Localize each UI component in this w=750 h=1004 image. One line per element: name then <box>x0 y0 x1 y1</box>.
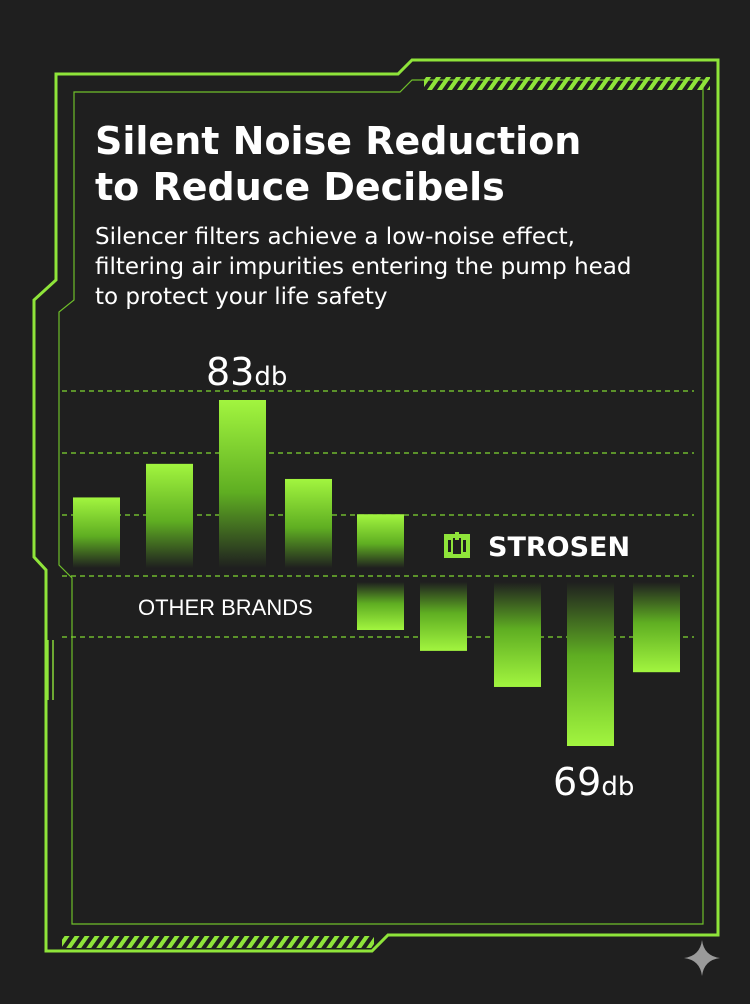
bar-other-brands-3 <box>219 400 266 568</box>
bar-other-brands-2 <box>146 463 193 568</box>
bar-strosen-5 <box>633 582 680 673</box>
page-title-line-1: Silent Noise Reduction <box>95 119 582 163</box>
bar-strosen-2 <box>420 582 467 651</box>
bar-other-brands-4 <box>285 478 332 568</box>
subtitle-line-3: to protect your life safety <box>95 284 388 310</box>
outer-frame <box>32 58 720 953</box>
other-brands-bars <box>73 400 404 568</box>
annotation-69-value: 69 <box>553 760 601 804</box>
legend-other-brands: OTHER BRANDS <box>138 595 313 620</box>
strosen-bars <box>357 582 680 746</box>
bar-strosen-1 <box>357 582 404 630</box>
hatch-strip-top <box>424 77 710 90</box>
annotation-69-unit: db <box>601 772 634 802</box>
bar-other-brands-5 <box>357 514 404 568</box>
page-title-line-2: to Reduce Decibels <box>95 165 505 209</box>
hatch-strip-bottom <box>62 936 374 948</box>
annotation-83-unit: db <box>254 362 287 392</box>
bar-other-brands-1 <box>73 497 120 568</box>
subtitle-line-1: Silencer filters achieve a low-noise eff… <box>95 224 575 250</box>
sparkle-icon <box>684 940 720 976</box>
strosen-logo-icon <box>444 532 470 558</box>
annotation-83db: 83db <box>206 350 287 394</box>
bar-strosen-4 <box>567 582 614 746</box>
annotation-69db: 69db <box>553 760 634 804</box>
inner-frame <box>58 79 704 925</box>
legend-strosen: STROSEN <box>488 532 630 563</box>
subtitle-line-2: filtering air impurities entering the pu… <box>95 254 632 280</box>
bar-strosen-3 <box>494 582 541 687</box>
annotation-83-value: 83 <box>206 350 254 394</box>
